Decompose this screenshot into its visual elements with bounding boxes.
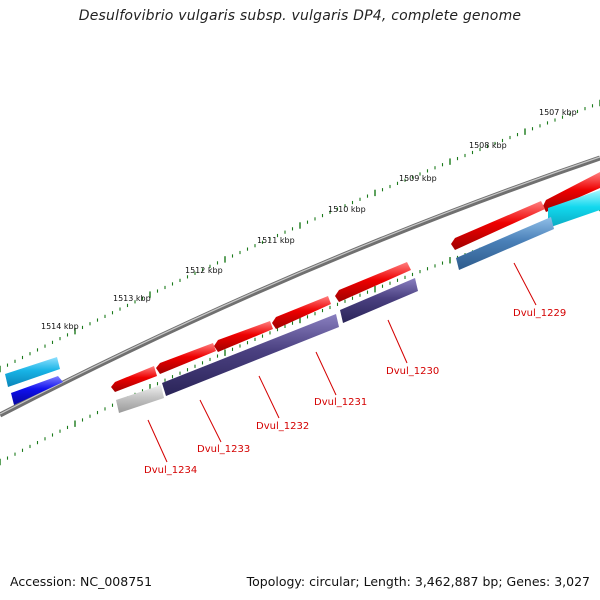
gene-label-dvul-1232: Dvul_1232 <box>256 421 309 432</box>
gene-leader-lines <box>147 262 537 463</box>
gene-feature-cyan-edge <box>548 190 600 228</box>
genome-summary-text: Topology: circular; Length: 3,462,887 bp… <box>246 574 590 589</box>
tick-label-1512: 1512 kbp <box>185 266 223 275</box>
gene-feature-navy-1231-1233 <box>162 314 339 396</box>
gene-feature-red-1234 <box>111 366 157 392</box>
gene-feature-red-1229 <box>451 201 545 250</box>
gene-feature-navy-1230 <box>340 278 418 323</box>
gene-feature-blue-left <box>11 376 63 405</box>
gene-feature-red-edge <box>543 172 600 212</box>
gene-feature-steel-1229 <box>456 217 554 270</box>
genome-title: Desulfovibrio vulgaris subsp. vulgaris D… <box>78 8 522 24</box>
tick-label-1513: 1513 kbp <box>113 294 151 303</box>
tick-label-1511: 1511 kbp <box>257 236 295 245</box>
gene-labels: Dvul_1229 Dvul_1230 Dvul_1231 Dvul_1232 … <box>144 308 566 476</box>
gene-feature-sky-left <box>5 357 60 387</box>
tick-label-1510: 1510 kbp <box>328 205 366 214</box>
gene-label-dvul-1234: Dvul_1234 <box>144 465 197 476</box>
tick-label-1508: 1508 kbp <box>469 141 507 150</box>
gene-feature-red-1232 <box>214 321 273 352</box>
outer-scale-ticks <box>0 99 600 373</box>
gene-label-dvul-1230: Dvul_1230 <box>386 366 439 377</box>
gene-feature-red-1230 <box>335 262 411 302</box>
accession-text: Accession: NC_008751 <box>10 574 153 589</box>
gene-label-dvul-1233: Dvul_1233 <box>197 444 250 455</box>
gene-label-dvul-1229: Dvul_1229 <box>513 308 566 319</box>
tick-label-1509: 1509 kbp <box>399 174 437 183</box>
genome-backbone <box>0 155 600 418</box>
gene-label-dvul-1231: Dvul_1231 <box>314 397 367 408</box>
gene-feature-grey-1234 <box>116 385 164 413</box>
gene-feature-red-1231 <box>272 296 331 329</box>
kbp-labels: 1507 kbp 1508 kbp 1509 kbp 1510 kbp 1511… <box>41 108 577 331</box>
tick-label-1514: 1514 kbp <box>41 322 79 331</box>
gene-feature-red-1233 <box>156 343 216 374</box>
tick-label-1507: 1507 kbp <box>539 108 577 117</box>
